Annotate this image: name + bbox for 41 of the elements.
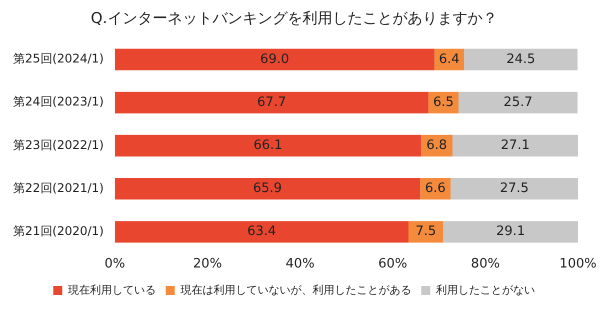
bar (114, 48, 434, 70)
text: 6.6 (425, 181, 446, 196)
legend-label: 現在利用している (68, 283, 156, 296)
y-tick-label: 第22回(2021/1) (12, 180, 104, 195)
bar (464, 48, 578, 70)
bar (114, 221, 408, 243)
bar (114, 178, 420, 200)
x-tick-label: 40% (286, 256, 315, 272)
x-tick-label: 0% (104, 256, 126, 272)
bar (114, 92, 428, 114)
text: 25.7 (504, 94, 532, 110)
text: 27.5 (500, 181, 529, 196)
x-tick-label: 20% (193, 256, 222, 272)
y-tick-label: 第24回(2023/1) (12, 94, 104, 109)
text: 27.1 (500, 138, 530, 154)
text: 24.5 (506, 52, 536, 67)
legend-label: 利用したことがない (436, 283, 535, 296)
text: 69.0 (260, 52, 290, 67)
y-tick-label: 第21回(2020/1) (12, 224, 104, 238)
text: 67.7 (257, 94, 286, 110)
bar (443, 221, 578, 243)
text: 6.5 (433, 94, 454, 110)
x-tick-label: 80% (470, 256, 500, 272)
text: 65.9 (252, 181, 282, 196)
bar (114, 134, 421, 156)
text: 6.4 (438, 52, 460, 67)
text: 63.4 (247, 224, 276, 240)
x-tick-label: 60% (378, 256, 408, 272)
bar (458, 92, 578, 114)
bar (452, 134, 578, 156)
bar (450, 178, 578, 200)
text: 6.8 (426, 138, 448, 154)
bar (408, 221, 444, 243)
x-tick-label: 100% (559, 256, 597, 272)
text: 29.1 (496, 224, 526, 240)
legend-label: 現在は利用していないが、利用したことがある (180, 283, 412, 296)
chart-title: Q.インターネットバンキングを利用したことがありますか？ (90, 8, 498, 27)
text: 66.1 (253, 138, 282, 154)
y-tick-label: 第25回(2024/1) (12, 52, 104, 66)
text: 7.5 (416, 224, 436, 240)
y-tick-label: 第23回(2022/1) (12, 138, 104, 152)
